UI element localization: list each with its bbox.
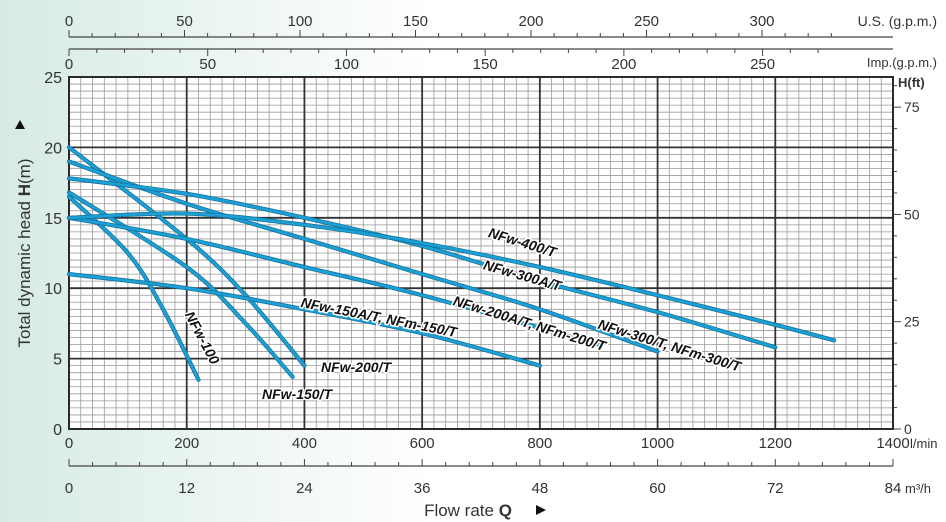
y-tick-label: 5 xyxy=(53,352,62,369)
m3h-unit-label: m³/h xyxy=(905,481,931,496)
x-tick-label: 600 xyxy=(410,435,435,452)
m3h-tick-label: 60 xyxy=(649,480,666,497)
y-tick-label: 10 xyxy=(44,281,62,298)
imp-gpm-unit-label: Imp.(g.p.m.) xyxy=(867,55,937,70)
y-axis-title: Total dynamic head H(m) xyxy=(15,159,34,348)
imp-gpm-tick-label: 150 xyxy=(473,56,498,73)
series-line xyxy=(67,272,542,368)
series-line xyxy=(67,195,200,382)
x-tick-label: 0 xyxy=(65,435,73,452)
y-tick-label: 25 xyxy=(44,70,62,87)
x-tick-label: 800 xyxy=(527,435,552,452)
series-line xyxy=(67,191,295,379)
series-line xyxy=(67,216,601,346)
x-tick-label: 1400 xyxy=(876,435,909,452)
us-gpm-tick-label: 50 xyxy=(176,13,193,30)
ft-tick-label: 75 xyxy=(904,99,920,115)
us-gpm-tick-label: 150 xyxy=(403,13,428,30)
m3h-tick-label: 24 xyxy=(296,480,313,497)
us-gpm-tick-label: 0 xyxy=(65,13,73,30)
y-axis-arrow xyxy=(15,120,25,129)
imp-gpm-tick-label: 100 xyxy=(334,56,359,73)
series-line xyxy=(67,211,836,342)
x-tick-label: 1000 xyxy=(641,435,674,452)
series-line xyxy=(67,176,777,349)
imp-gpm-tick-label: 200 xyxy=(611,56,636,73)
series-label: NFw-150/T xyxy=(262,386,333,402)
y-tick-label: 20 xyxy=(44,140,62,157)
us-gpm-unit-label: U.S. (g.p.m.) xyxy=(858,13,937,29)
series-line xyxy=(67,160,659,353)
x-tick-label: 1200 xyxy=(759,435,792,452)
m3h-tick-label: 12 xyxy=(178,480,195,497)
series-label: NFw-200/T xyxy=(321,359,392,375)
ft-unit-label: H(ft) xyxy=(898,75,925,90)
m3h-tick-label: 72 xyxy=(767,480,784,497)
us-gpm-tick-label: 200 xyxy=(518,13,543,30)
m3h-tick-label: 0 xyxy=(65,480,73,497)
ft-tick-label: 50 xyxy=(904,206,920,222)
x-axis-arrow xyxy=(536,505,546,515)
imp-gpm-tick-label: 0 xyxy=(65,56,73,73)
x-tick-label: 200 xyxy=(174,435,199,452)
ft-tick-label: 25 xyxy=(904,314,920,330)
y-tick-label: 15 xyxy=(44,211,62,228)
series-line xyxy=(67,146,306,368)
m3h-tick-label: 84 xyxy=(885,480,902,497)
us-gpm-tick-label: 250 xyxy=(634,13,659,30)
x-unit-label: l/min xyxy=(910,436,937,451)
plot-frame xyxy=(68,76,894,430)
m3h-tick-label: 48 xyxy=(532,480,549,497)
m3h-tick-label: 36 xyxy=(414,480,431,497)
ft-tick-label: 0 xyxy=(904,421,912,437)
imp-gpm-tick-label: 250 xyxy=(750,56,775,73)
y-tick-label: 0 xyxy=(53,422,62,439)
us-gpm-tick-label: 300 xyxy=(750,13,775,30)
us-gpm-tick-label: 100 xyxy=(287,13,312,30)
imp-gpm-tick-label: 50 xyxy=(199,56,216,73)
x-tick-label: 400 xyxy=(292,435,317,452)
x-axis-title: Flow rate Q xyxy=(424,501,512,520)
